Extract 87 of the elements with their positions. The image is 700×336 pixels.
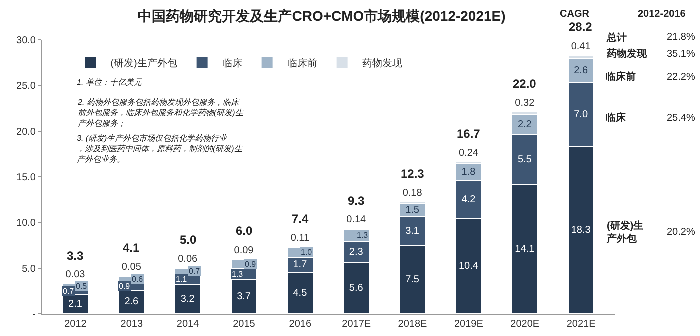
data-label: 1.5 <box>406 204 420 216</box>
y-tick-label: 20.0 <box>16 126 36 138</box>
data-label: 1.3 <box>232 270 244 279</box>
x-tick-label: 2018E <box>398 319 428 330</box>
annotation: 临床前 <box>606 71 636 83</box>
data-label: 18.3 <box>571 224 592 236</box>
data-label: 0.9 <box>245 260 257 269</box>
y-tick-label: 25.0 <box>16 81 36 92</box>
data-label: 1.3 <box>357 231 369 240</box>
total-label: 9.3 <box>348 194 366 208</box>
data-label: 0.06 <box>178 254 198 265</box>
annotation: 总计 <box>606 32 627 44</box>
data-label: 0.32 <box>515 98 536 109</box>
x-tick-label: 2019E <box>454 319 484 330</box>
data-label: 3.7 <box>237 292 252 303</box>
data-label: 0.5 <box>76 282 88 291</box>
total-label: 16.7 <box>457 127 481 141</box>
text: 25.4% <box>667 113 696 124</box>
annotation: 3. (研发)生产外包市场仅包括化学药物行业，涉及到医药中间体，原料药，制剂的(研发)生产外包业务。 <box>77 134 244 164</box>
text: 20.2% <box>667 227 696 238</box>
data-label: 0.41 <box>571 41 592 52</box>
annotation: 1. 单位：十亿美元 <box>77 78 143 87</box>
text: 21.8% <box>667 32 696 43</box>
data-label: 0.24 <box>458 148 479 160</box>
annotation: 药物发现 <box>606 48 648 60</box>
data-label: 7.5 <box>406 274 420 286</box>
data-label: 4.2 <box>462 194 476 206</box>
x-tick-label: 2020E <box>510 319 540 330</box>
data-label: 1.1 <box>176 275 188 284</box>
data-label: 2.1 <box>68 298 83 310</box>
data-label: 0.9 <box>119 282 131 291</box>
data-label: 10.4 <box>458 261 479 272</box>
text: 2012-2016 <box>638 9 686 20</box>
x-tick-label: 2021E <box>566 319 596 330</box>
data-label: 0.14 <box>346 214 367 226</box>
data-label: 5.5 <box>518 154 532 166</box>
total-label: 3.3 <box>67 249 84 263</box>
data-label: 1.0 <box>301 248 313 257</box>
legend-label: 临床 <box>222 58 242 70</box>
data-label: 0.09 <box>234 245 254 256</box>
text: CAGR <box>560 9 590 20</box>
x-tick-label: 2013 <box>120 319 144 330</box>
data-label: 2.2 <box>518 119 532 130</box>
y-tick-label: - <box>32 310 36 320</box>
annotation: (研发)生产外包 <box>606 220 644 245</box>
x-tick-label: 2017E <box>342 319 372 330</box>
data-label: 7.0 <box>574 109 588 120</box>
legend-label: 药物发现 <box>362 58 402 70</box>
x-tick-label: 2014 <box>176 319 200 330</box>
data-label: 0.6 <box>132 275 144 284</box>
data-label: 2.3 <box>349 246 364 258</box>
text: 22.2% <box>667 72 696 83</box>
data-label: 0.18 <box>402 188 423 199</box>
total-label: 4.1 <box>123 241 140 255</box>
total-label: 6.0 <box>236 224 254 238</box>
data-label: 5.6 <box>349 282 364 294</box>
data-label: 0.11 <box>290 233 310 244</box>
total-label: 5.0 <box>180 233 198 247</box>
annotation: 临床 <box>606 112 627 124</box>
legend-label: 临床前 <box>287 58 318 70</box>
data-label: 1.8 <box>462 166 476 178</box>
data-label: 14.1 <box>515 244 536 256</box>
data-label: 3.1 <box>406 226 420 237</box>
total-label: 22.0 <box>513 77 537 91</box>
y-tick-label: 5.0 <box>22 264 36 275</box>
total-label: 7.4 <box>292 212 310 226</box>
total-label: 12.3 <box>401 167 425 181</box>
data-label: 0.05 <box>122 262 142 274</box>
data-label: 3.2 <box>180 294 196 305</box>
x-tick-label: 2016 <box>289 319 312 330</box>
data-label: 4.5 <box>293 288 308 299</box>
data-label: 0.7 <box>189 267 201 276</box>
data-label: 2.6 <box>574 66 588 77</box>
y-tick-label: 15.0 <box>16 172 36 184</box>
legend-label: (研发)生产外包 <box>110 58 178 70</box>
chart-title: 中国药物研究开发及生产CRO+CMO市场规模(2012-2021E) <box>138 8 506 24</box>
data-label: 2.6 <box>124 296 140 308</box>
data-label: 0.03 <box>66 270 86 281</box>
y-tick-label: 30.0 <box>16 36 36 46</box>
y-tick-label: 10.0 <box>16 218 36 230</box>
annotation: 2. 药物外包服务包括药物发现外包服务，临床前外包服务，临床外包服务和化学药物(研发)生产外包服务； <box>77 98 244 128</box>
data-label: 0.7 <box>63 287 75 296</box>
x-tick-label: 2012 <box>64 319 88 330</box>
text: 35.1% <box>667 49 696 60</box>
x-tick-label: 2015 <box>233 319 256 330</box>
total-label: 28.2 <box>569 20 593 34</box>
data-label: 1.7 <box>293 260 308 271</box>
